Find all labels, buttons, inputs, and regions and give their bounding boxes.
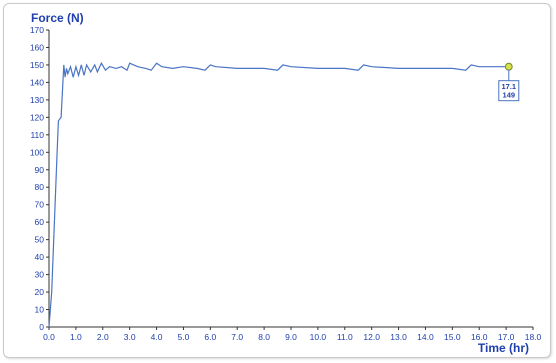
y-ticks: 0 10 20 30 40 50 60 70 80 90 100 110 120 130 140 150 160…: [30, 25, 49, 332]
x-tick-label: 1.0: [70, 332, 82, 342]
y-tick-label: 130: [30, 95, 44, 105]
x-tick-label: 12.0: [363, 332, 380, 342]
force-series-line: [48, 61, 509, 328]
y-tick-label: 90: [35, 165, 45, 175]
y-tick-label: 30: [35, 270, 45, 280]
x-tick-label: 6.0: [204, 332, 216, 342]
value-callout: [498, 80, 520, 102]
x-axis-title: Time (hr): [478, 341, 529, 355]
y-tick-label: 170: [30, 25, 44, 35]
x-ticks: 0.0 1.0 2.0 3.0 4.0 5.0 6.0 7.0 8.0 9.0 10.0 11.0 12…: [43, 327, 542, 342]
x-tick-label: 13.0: [390, 332, 407, 342]
x-tick-label: 14.0: [417, 332, 434, 342]
y-tick-label: 70: [35, 200, 45, 210]
y-tick-label: 50: [35, 235, 45, 245]
x-tick-label: 3.0: [124, 332, 136, 342]
x-tick-label: 17.0: [498, 332, 515, 342]
y-tick-label: 80: [35, 182, 45, 192]
x-tick-label: 5.0: [178, 332, 190, 342]
x-tick-label: 9.0: [285, 332, 297, 342]
y-tick-label: 160: [30, 42, 44, 52]
y-tick-label: 110: [30, 130, 44, 140]
x-tick-label: 16.0: [471, 332, 488, 342]
x-tick-label: 0.0: [43, 332, 55, 342]
x-tick-label: 2.0: [97, 332, 109, 342]
chart-frame: [3, 3, 551, 358]
callout-x-value: 17.1: [501, 82, 516, 91]
x-tick-label: 15.0: [444, 332, 461, 342]
x-tick-label: 4.0: [151, 332, 163, 342]
y-tick-label: 100: [30, 147, 44, 157]
y-tick-label: 60: [35, 217, 45, 227]
x-tick-label: 7.0: [231, 332, 243, 342]
y-tick-label: 120: [30, 112, 44, 122]
y-tick-label: 10: [35, 305, 45, 315]
y-tick-label: 20: [35, 287, 45, 297]
x-tick-label: 8.0: [258, 332, 270, 342]
callout-y-value: 149: [503, 91, 516, 100]
y-tick-label: 0: [39, 322, 44, 332]
x-tick-label: 18.0: [525, 332, 542, 342]
y-tick-label: 140: [30, 77, 44, 87]
y-tick-label: 150: [30, 60, 44, 70]
x-tick-label: 10.0: [310, 332, 327, 342]
y-tick-label: 40: [35, 252, 45, 262]
y-axis-title: Force (N): [31, 11, 84, 25]
end-point-marker: [504, 62, 513, 71]
x-tick-label: 11.0: [337, 332, 353, 342]
